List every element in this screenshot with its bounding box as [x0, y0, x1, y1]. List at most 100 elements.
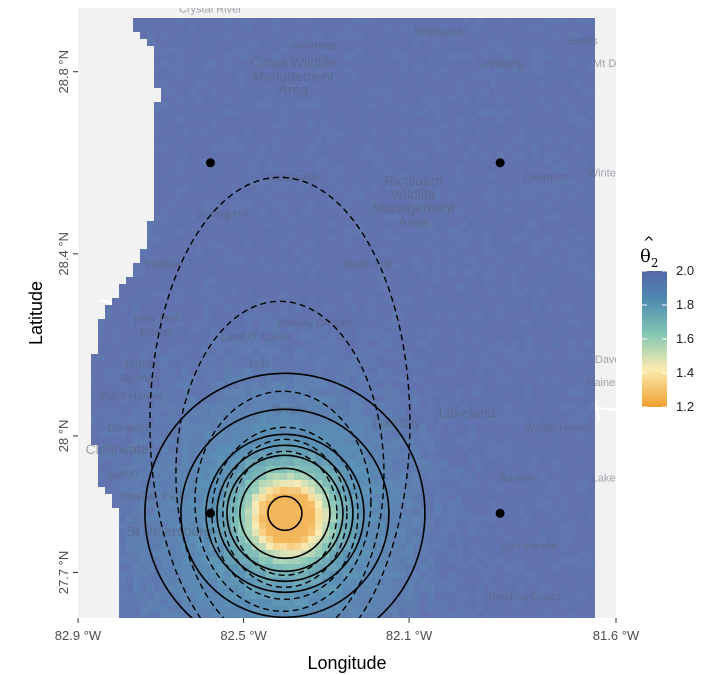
- raster-cell: [308, 487, 315, 494]
- raster-cell: [133, 305, 140, 312]
- raster-cell: [364, 501, 371, 508]
- raster-cell: [539, 60, 546, 67]
- raster-cell: [245, 417, 252, 424]
- raster-cell: [434, 515, 441, 522]
- raster-cell: [154, 354, 161, 361]
- raster-cell: [392, 130, 399, 137]
- raster-cell: [98, 424, 105, 431]
- raster-cell: [217, 214, 224, 221]
- raster-cell: [469, 417, 476, 424]
- raster-cell: [455, 158, 462, 165]
- raster-cell: [574, 340, 581, 347]
- raster-cell: [231, 333, 238, 340]
- raster-cell: [490, 53, 497, 60]
- raster-cell: [532, 417, 539, 424]
- raster-cell: [581, 459, 588, 466]
- raster-cell: [532, 123, 539, 130]
- raster-cell: [490, 18, 497, 25]
- raster-cell: [287, 179, 294, 186]
- raster-cell: [532, 459, 539, 466]
- raster-cell: [399, 284, 406, 291]
- raster-cell: [161, 347, 168, 354]
- raster-cell: [140, 529, 147, 536]
- raster-cell: [497, 137, 504, 144]
- raster-cell: [483, 389, 490, 396]
- raster-cell: [553, 487, 560, 494]
- raster-cell: [574, 214, 581, 221]
- raster-cell: [497, 375, 504, 382]
- raster-cell: [539, 256, 546, 263]
- raster-cell: [511, 508, 518, 515]
- raster-cell: [518, 221, 525, 228]
- raster-cell: [504, 340, 511, 347]
- raster-cell: [280, 81, 287, 88]
- raster-cell: [469, 403, 476, 410]
- raster-cell: [273, 424, 280, 431]
- raster-cell: [280, 95, 287, 102]
- raster-cell: [567, 473, 574, 480]
- raster-cell: [567, 501, 574, 508]
- raster-cell: [483, 53, 490, 60]
- raster-cell: [154, 466, 161, 473]
- raster-cell: [336, 67, 343, 74]
- raster-cell: [588, 515, 595, 522]
- raster-cell: [532, 382, 539, 389]
- raster-cell: [133, 382, 140, 389]
- raster-cell: [434, 116, 441, 123]
- raster-cell: [154, 60, 161, 67]
- raster-cell: [238, 515, 245, 522]
- raster-cell: [406, 312, 413, 319]
- raster-cell: [357, 158, 364, 165]
- raster-cell: [518, 529, 525, 536]
- raster-cell: [245, 172, 252, 179]
- raster-cell: [301, 375, 308, 382]
- raster-cell: [238, 95, 245, 102]
- raster-cell: [140, 494, 147, 501]
- raster-cell: [378, 200, 385, 207]
- raster-cell: [504, 347, 511, 354]
- raster-cell: [182, 123, 189, 130]
- raster-cell: [511, 452, 518, 459]
- raster-cell: [273, 109, 280, 116]
- raster-cell: [168, 389, 175, 396]
- raster-cell: [266, 39, 273, 46]
- raster-cell: [203, 368, 210, 375]
- raster-cell: [357, 319, 364, 326]
- raster-cell: [175, 480, 182, 487]
- raster-cell: [567, 60, 574, 67]
- raster-cell: [497, 221, 504, 228]
- raster-cell: [385, 473, 392, 480]
- raster-cell: [483, 515, 490, 522]
- raster-cell: [210, 18, 217, 25]
- raster-cell: [588, 67, 595, 74]
- raster-cell: [203, 277, 210, 284]
- raster-cell: [217, 536, 224, 543]
- raster-cell: [231, 60, 238, 67]
- raster-cell: [532, 18, 539, 25]
- raster-cell: [518, 375, 525, 382]
- raster-cell: [343, 340, 350, 347]
- raster-cell: [574, 361, 581, 368]
- raster-cell: [350, 284, 357, 291]
- raster-cell: [427, 158, 434, 165]
- raster-cell: [329, 284, 336, 291]
- raster-cell: [238, 221, 245, 228]
- raster-cell: [133, 459, 140, 466]
- raster-cell: [406, 39, 413, 46]
- raster-cell: [546, 347, 553, 354]
- raster-cell: [203, 319, 210, 326]
- raster-cell: [371, 242, 378, 249]
- raster-cell: [210, 116, 217, 123]
- raster-cell: [413, 368, 420, 375]
- raster-cell: [483, 459, 490, 466]
- raster-cell: [189, 214, 196, 221]
- raster-cell: [357, 95, 364, 102]
- raster-cell: [378, 438, 385, 445]
- raster-cell: [350, 382, 357, 389]
- raster-cell: [273, 305, 280, 312]
- raster-cell: [567, 459, 574, 466]
- raster-cell: [490, 270, 497, 277]
- raster-cell: [399, 382, 406, 389]
- raster-cell: [350, 151, 357, 158]
- raster-cell: [420, 375, 427, 382]
